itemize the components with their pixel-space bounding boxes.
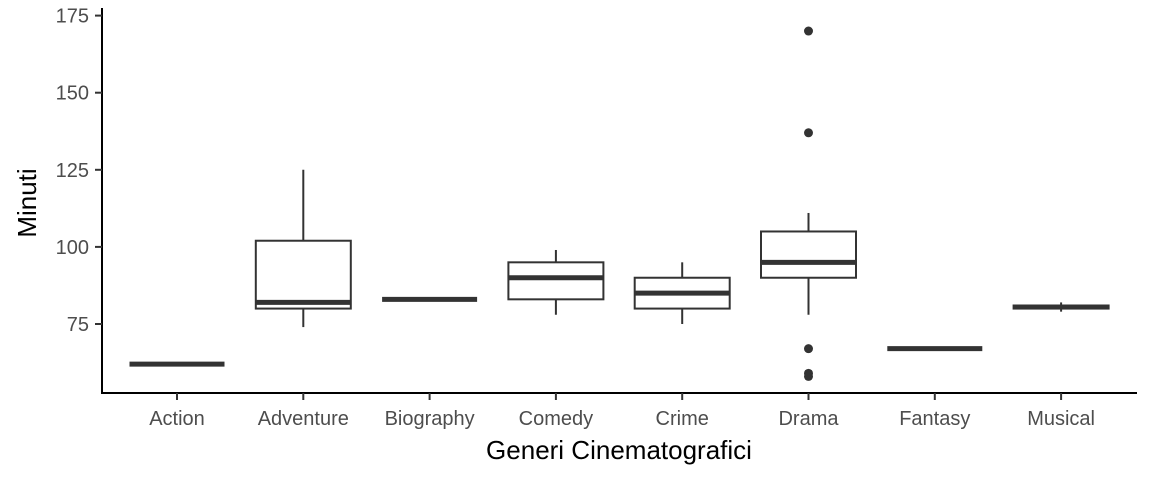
box-adventure: [254, 169, 352, 328]
x-tick-label: Biography: [385, 408, 475, 430]
box-iqr: [507, 261, 605, 301]
box-musical: [1012, 302, 1110, 312]
outlier-point: [804, 128, 813, 138]
box-iqr: [254, 239, 352, 310]
y-ticks: 75 100 125 150 175: [56, 6, 102, 336]
x-tick-label: Fantasy: [899, 408, 970, 430]
box-crime: [633, 262, 731, 324]
outlier-point: [804, 371, 813, 381]
boxes-layer: [129, 26, 1110, 381]
outlier-point: [804, 26, 813, 36]
x-axis-title: Generi Cinematografici: [486, 435, 752, 465]
x-tick-label: Action: [149, 408, 205, 430]
box-comedy: [507, 249, 605, 315]
x-tick-label: Drama: [778, 408, 839, 430]
x-ticks: Action Adventure Biography Comedy Crime Drama…: [149, 393, 1095, 430]
y-tick-label: 125: [56, 160, 89, 182]
y-axis-title: Minuti: [12, 168, 42, 237]
x-tick-label: Musical: [1027, 408, 1095, 430]
x-tick-label: Crime: [656, 408, 709, 430]
box-iqr: [760, 230, 857, 279]
x-tick-label: Comedy: [519, 408, 593, 430]
y-tick-label: 175: [56, 6, 89, 28]
y-tick-label: 75: [67, 314, 89, 336]
x-tick-label: Adventure: [258, 408, 349, 430]
y-tick-label: 100: [56, 237, 89, 259]
axes-layer: [101, 8, 1137, 394]
outlier-point: [804, 344, 813, 354]
box-drama: [760, 26, 857, 381]
y-tick-label: 150: [56, 83, 89, 105]
